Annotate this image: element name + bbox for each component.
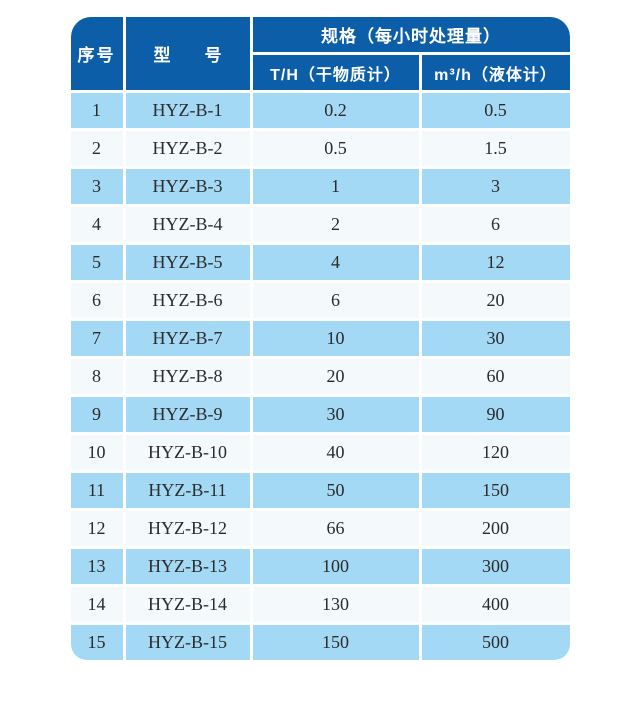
- table-row: 5 HYZ-B-5 4 12: [70, 245, 570, 280]
- cell-m3h: 60: [421, 359, 570, 394]
- cell-th-dry: 4: [252, 245, 419, 280]
- header-row-group: 序号 型 号 规格（每小时处理量）: [70, 17, 570, 90]
- cell-m3h: 150: [421, 473, 570, 508]
- cell-m3h: 3: [421, 169, 570, 204]
- table-body: 1 HYZ-B-1 0.2 0.5 2 HYZ-B-2 0.5 1.5 3 HYZ-B-3 1 3 4 H…: [70, 93, 570, 660]
- cell-serial: 5: [70, 245, 123, 280]
- cell-serial: 10: [70, 435, 123, 470]
- table-row: 13 HYZ-B-13 100 300: [70, 549, 570, 584]
- cell-th-dry: 130: [252, 587, 419, 622]
- cell-model: HYZ-B-5: [125, 245, 250, 280]
- header-th-dry: T/H（干物质计）: [252, 55, 419, 90]
- cell-th-dry: 1: [252, 169, 419, 204]
- cell-serial: 14: [70, 587, 123, 622]
- cell-th-dry: 150: [252, 625, 419, 660]
- cell-serial: 11: [70, 473, 123, 508]
- cell-model: HYZ-B-2: [125, 131, 250, 166]
- header-model: 型 号: [125, 17, 250, 90]
- cell-model: HYZ-B-15: [125, 625, 250, 660]
- cell-th-dry: 6: [252, 283, 419, 318]
- cell-serial: 9: [70, 397, 123, 432]
- cell-model: HYZ-B-9: [125, 397, 250, 432]
- cell-m3h: 0.5: [421, 93, 570, 128]
- cell-th-dry: 0.2: [252, 93, 419, 128]
- cell-model: HYZ-B-10: [125, 435, 250, 470]
- cell-th-dry: 30: [252, 397, 419, 432]
- table-row: 8 HYZ-B-8 20 60: [70, 359, 570, 394]
- cell-model: HYZ-B-8: [125, 359, 250, 394]
- table-header: 序号 型 号 规格（每小时处理量） T/H（干物质计） m³/h（液体计）: [70, 17, 570, 90]
- table-row: 14 HYZ-B-14 130 400: [70, 587, 570, 622]
- cell-th-dry: 40: [252, 435, 419, 470]
- header-serial: 序号: [70, 17, 123, 90]
- cell-model: HYZ-B-3: [125, 169, 250, 204]
- cell-serial: 15: [70, 625, 123, 660]
- table-row: 10 HYZ-B-10 40 120: [70, 435, 570, 470]
- table-row: 12 HYZ-B-12 66 200: [70, 511, 570, 546]
- table-row: 6 HYZ-B-6 6 20: [70, 283, 570, 318]
- cell-serial: 8: [70, 359, 123, 394]
- table-row: 11 HYZ-B-11 50 150: [70, 473, 570, 508]
- cell-th-dry: 100: [252, 549, 419, 584]
- table-row: 4 HYZ-B-4 2 6: [70, 207, 570, 242]
- cell-m3h: 400: [421, 587, 570, 622]
- cell-serial: 13: [70, 549, 123, 584]
- header-row-sub: T/H（干物质计） m³/h（液体计）: [71, 55, 570, 90]
- header-m3h-liquid: m³/h（液体计）: [421, 55, 570, 90]
- cell-m3h: 20: [421, 283, 570, 318]
- cell-m3h: 90: [421, 397, 570, 432]
- cell-serial: 12: [70, 511, 123, 546]
- cell-m3h: 200: [421, 511, 570, 546]
- table-row: 9 HYZ-B-9 30 90: [70, 397, 570, 432]
- cell-m3h: 1.5: [421, 131, 570, 166]
- cell-serial: 6: [70, 283, 123, 318]
- cell-m3h: 300: [421, 549, 570, 584]
- cell-model: HYZ-B-12: [125, 511, 250, 546]
- cell-th-dry: 50: [252, 473, 419, 508]
- table-row: 3 HYZ-B-3 1 3: [70, 169, 570, 204]
- cell-model: HYZ-B-4: [125, 207, 250, 242]
- cell-serial: 4: [70, 207, 123, 242]
- cell-serial: 1: [70, 93, 123, 128]
- cell-th-dry: 66: [252, 511, 419, 546]
- cell-m3h: 120: [421, 435, 570, 470]
- cell-serial: 3: [70, 169, 123, 204]
- cell-serial: 2: [70, 131, 123, 166]
- cell-model: HYZ-B-6: [125, 283, 250, 318]
- cell-model: HYZ-B-13: [125, 549, 250, 584]
- cell-m3h: 500: [421, 625, 570, 660]
- header-spec-group: 规格（每小时处理量）: [252, 17, 570, 52]
- cell-m3h: 12: [421, 245, 570, 280]
- cell-serial: 7: [70, 321, 123, 356]
- cell-m3h: 6: [421, 207, 570, 242]
- cell-model: HYZ-B-14: [125, 587, 250, 622]
- cell-th-dry: 20: [252, 359, 419, 394]
- cell-m3h: 30: [421, 321, 570, 356]
- table-row: 2 HYZ-B-2 0.5 1.5: [70, 131, 570, 166]
- table-row: 15 HYZ-B-15 150 500: [70, 625, 570, 660]
- cell-th-dry: 10: [252, 321, 419, 356]
- cell-th-dry: 2: [252, 207, 419, 242]
- table-row: 7 HYZ-B-7 10 30: [70, 321, 570, 356]
- cell-model: HYZ-B-7: [125, 321, 250, 356]
- cell-th-dry: 0.5: [252, 131, 419, 166]
- table-row: 1 HYZ-B-1 0.2 0.5: [70, 93, 570, 128]
- cell-model: HYZ-B-1: [125, 93, 250, 128]
- cell-model: HYZ-B-11: [125, 473, 250, 508]
